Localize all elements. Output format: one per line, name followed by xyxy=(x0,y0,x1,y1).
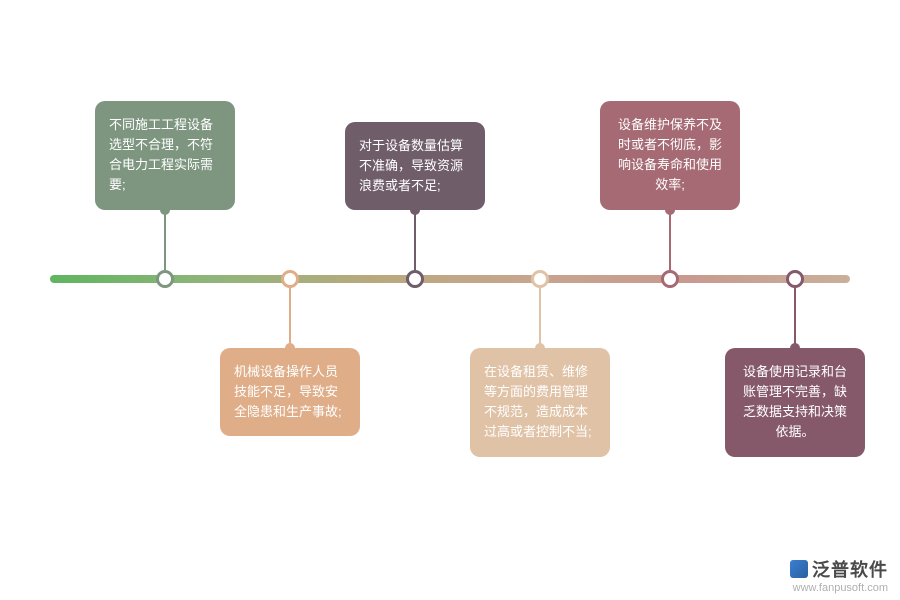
timeline-stem xyxy=(289,288,291,348)
timeline-node xyxy=(661,270,679,288)
timeline-box: 机械设备操作人员技能不足，导致安全隐患和生产事故; xyxy=(220,348,360,436)
watermark-brand: 泛普软件 xyxy=(790,556,888,582)
timeline-box: 设备维护保养不及时或者不彻底，影响设备寿命和使用效率; xyxy=(600,101,740,210)
timeline-node xyxy=(406,270,424,288)
brand-logo-icon xyxy=(790,560,808,578)
timeline-stem xyxy=(794,288,796,348)
timeline-stem xyxy=(669,210,671,270)
timeline-box-text: 设备维护保养不及时或者不彻底，影响设备寿命和使用效率; xyxy=(618,117,722,192)
timeline-box: 设备使用记录和台账管理不完善，缺乏数据支持和决策依据。 xyxy=(725,348,865,457)
timeline-node xyxy=(281,270,299,288)
timeline-box-text: 对于设备数量估算不准确，导致资源浪费或者不足; xyxy=(359,138,463,193)
timeline-stem xyxy=(164,210,166,270)
timeline-box-text: 设备使用记录和台账管理不完善，缺乏数据支持和决策依据。 xyxy=(743,364,847,439)
timeline-box: 对于设备数量估算不准确，导致资源浪费或者不足; xyxy=(345,122,485,210)
timeline-stem xyxy=(539,288,541,348)
timeline-box-text: 在设备租赁、维修等方面的费用管理不规范，造成成本过高或者控制不当; xyxy=(484,364,592,439)
watermark-url: www.fanpusoft.com xyxy=(790,582,888,594)
watermark-brand-text: 泛普软件 xyxy=(812,556,888,582)
timeline-box-text: 不同施工工程设备选型不合理，不符合电力工程实际需要; xyxy=(109,117,213,192)
timeline-box-text: 机械设备操作人员技能不足，导致安全隐患和生产事故; xyxy=(234,364,342,419)
timeline-stem xyxy=(414,210,416,270)
timeline-node xyxy=(531,270,549,288)
timeline-box: 不同施工工程设备选型不合理，不符合电力工程实际需要; xyxy=(95,101,235,210)
timeline-box: 在设备租赁、维修等方面的费用管理不规范，造成成本过高或者控制不当; xyxy=(470,348,610,457)
timeline-stage: 不同施工工程设备选型不合理，不符合电力工程实际需要; 机械设备操作人员技能不足，导… xyxy=(0,0,900,600)
timeline-node xyxy=(786,270,804,288)
watermark: 泛普软件 www.fanpusoft.com xyxy=(790,556,888,594)
timeline-node xyxy=(156,270,174,288)
